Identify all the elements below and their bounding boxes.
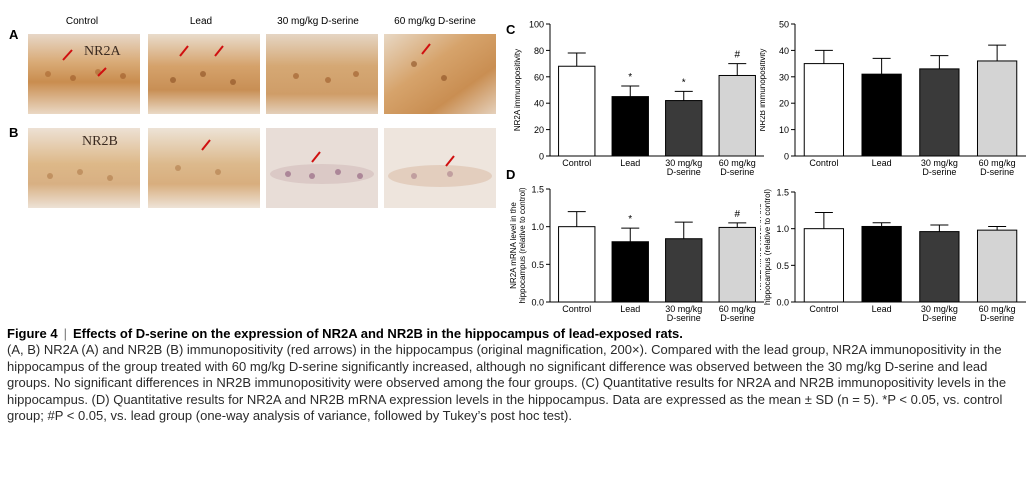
significance-marker: * [682,77,686,88]
x-tick-label: 30 mg/kg D-serine [921,304,958,323]
chart-nr2a-immunopositivity: 0 20 40 60 80 100 NR2A immunopositivity Control… [513,20,764,177]
y-tick-label: 0.5 [776,261,789,271]
bar [976,60,1018,157]
significance-marker: * [628,214,632,225]
micrograph-nr2b-lead [148,128,260,208]
x-tick-label: Control [562,304,591,314]
micrograph-nr2a-30mg [266,34,378,114]
x-tick-label: 30 mg/kg D-serine [921,158,958,177]
x-tick-label: Control [809,158,838,168]
bar [861,73,902,157]
bar [611,241,649,303]
y-tick-label: 100 [529,20,544,30]
red-arrow-icon [445,155,455,167]
bar [861,225,902,303]
x-tick-label: Lead [620,304,640,314]
x-tick-label: Control [562,158,591,168]
y-tick-label: 60 [534,72,544,82]
y-tick-label: 0.0 [531,298,544,308]
y-axis-label: NR2A immunopositivity [513,49,522,131]
micro-label-nr2b: NR2B [82,134,118,149]
y-tick-label: 0 [784,152,789,162]
micro-col-control: Control [65,16,99,27]
y-axis-label: NR2A mRNA level in thehippocampus (relat… [509,187,527,303]
red-arrow-icon [201,139,211,151]
bar [558,65,596,157]
y-tick-label: 1.0 [531,222,544,232]
y-tick-label: 80 [534,46,544,56]
red-arrow-icon [311,151,321,163]
panel-label-a: A [9,27,19,42]
significance-marker: # [734,209,740,220]
x-tick-label: Lead [620,158,640,168]
micro-col-60mg: 60 mg/kg D-serine [394,16,476,27]
y-tick-label: 20 [779,99,789,109]
y-tick-label: 1.0 [776,224,789,234]
chart-nr2b-mrna: 0.0 0.5 1.0 1.5 NR2B mRNA level in thehippoc… [760,188,1026,323]
y-tick-label: 0 [539,152,544,162]
bar [665,238,703,303]
bar [665,100,703,157]
chart-nr2a-mrna: 0.0 0.5 1.0 1.5 NR2A mRNA level in thehippoc… [509,185,764,323]
panel-label-c: C [506,22,516,37]
x-tick-label: 60 mg/kg D-serine [979,304,1016,323]
significance-marker: # [734,50,740,61]
y-tick-label: 1.5 [531,185,544,195]
caption-separator: | [63,326,67,341]
caption-heading: Effects of D-serine on the expression of… [72,326,683,341]
micro-col-30mg: 30 mg/kg D-serine [277,16,359,27]
y-tick-label: 0.0 [776,298,789,308]
bar [803,63,845,157]
micrograph-nr2b-control: NR2B [28,128,140,208]
micrograph-nr2b-60mg [384,128,496,208]
x-tick-label: Lead [872,158,892,168]
bar [558,226,596,303]
y-axis-label: NR2B immunopositivity [760,49,767,132]
bar [803,228,845,303]
bar [919,68,960,157]
y-tick-label: 40 [534,99,544,109]
y-tick-label: 40 [779,46,789,56]
panel-label-b: B [9,125,19,140]
micrograph-nr2a-lead [148,34,260,114]
red-arrow-icon [214,45,224,57]
red-arrow-icon [421,43,431,55]
micro-col-lead: Lead [189,16,213,27]
bar [976,229,1018,303]
x-tick-label: 30 mg/kg D-serine [665,158,702,177]
figure-caption: Figure 4 | Effects of D-serine on the expr… [7,326,1027,424]
significance-marker: * [628,72,632,83]
micrograph-nr2b-30mg [266,128,378,208]
red-arrow-icon [62,49,73,61]
x-tick-label: 60 mg/kg D-serine [719,304,756,323]
x-tick-label: Control [809,304,838,314]
red-arrow-icon [97,67,107,77]
bar [718,74,756,157]
bar [611,96,649,157]
micro-label-nr2a: NR2A [84,44,121,59]
chart-nr2b-immunopositivity: 0 10 20 30 40 50 NR2B immunopositivity Control L… [760,20,1026,177]
y-tick-label: 20 [534,125,544,135]
panel-label-d: D [506,167,516,182]
x-tick-label: 30 mg/kg D-serine [665,304,702,323]
micrograph-nr2a-60mg [384,34,496,114]
y-tick-label: 1.5 [776,188,789,198]
x-tick-label: 60 mg/kg D-serine [719,158,756,177]
red-arrow-icon [179,45,189,57]
y-tick-label: 0.5 [531,260,544,270]
caption-body: (A, B) NR2A (A) and NR2B (B) immunoposit… [7,342,1007,424]
bar [718,226,756,303]
y-tick-label: 30 [779,72,789,82]
bar [919,231,960,303]
y-axis-label: NR2B mRNA level in thehippocampus (relat… [760,189,772,305]
y-tick-label: 50 [779,20,789,30]
caption-figure-number: Figure 4 [7,326,58,341]
x-tick-label: 60 mg/kg D-serine [979,158,1016,177]
micrograph-nr2a-control: NR2A [28,34,140,114]
x-tick-label: Lead [872,304,892,314]
y-tick-label: 10 [779,125,789,135]
